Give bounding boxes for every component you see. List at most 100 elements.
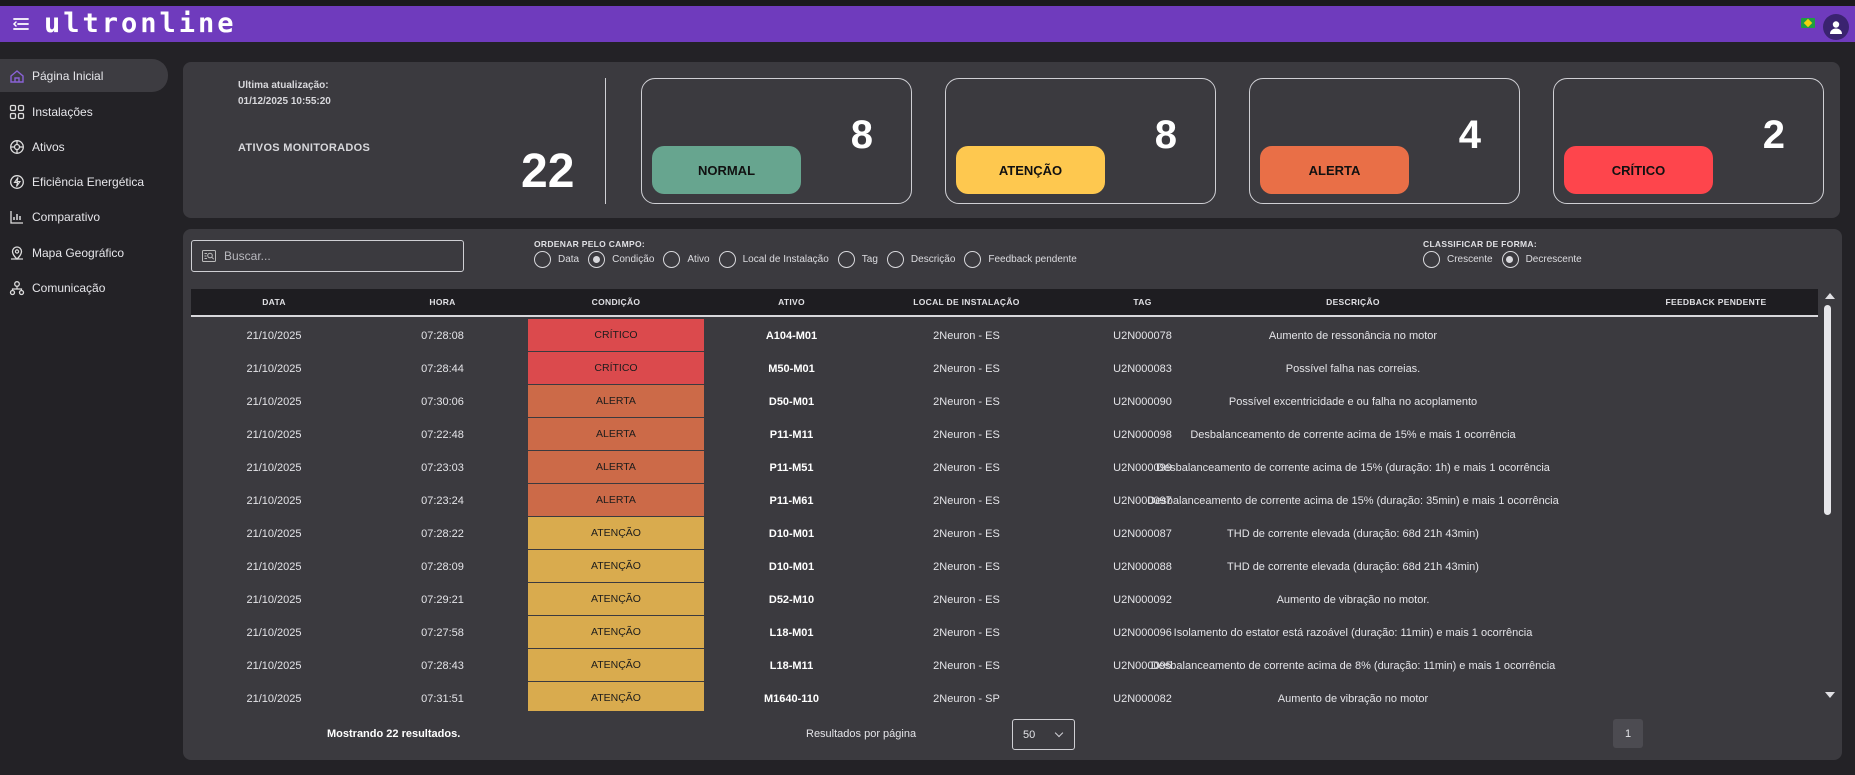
status-pill-normal: NORMAL: [652, 146, 801, 194]
order-radio-feedback[interactable]: Feedback pendente: [964, 251, 1077, 268]
scroll-down-arrow[interactable]: [1825, 692, 1835, 698]
cell-tag: U2N000083: [1113, 362, 1172, 375]
order-radio-tag[interactable]: Tag: [837, 251, 878, 268]
cell-descricao: Aumento de vibração no motor: [1277, 692, 1429, 705]
sidebar-item-eficiencia[interactable]: Eficiência Energética: [0, 165, 168, 198]
select-value: 50: [1023, 728, 1036, 741]
cell-local: 2Neuron - SP: [933, 692, 1000, 705]
column-header-tag[interactable]: TAG: [1133, 297, 1152, 307]
column-header-descricao[interactable]: DESCRIÇÃO: [1326, 297, 1380, 307]
table-row[interactable]: 21/10/2025 07:23:03 ALERTA P11-M51 2Neuron -…: [191, 451, 1818, 484]
cell-data: 21/10/2025: [246, 428, 302, 441]
column-header-hora[interactable]: HORA: [429, 297, 456, 307]
cell-ativo: L18-M11: [769, 659, 814, 672]
order-radio-data[interactable]: Data: [534, 251, 579, 268]
table-row[interactable]: 21/10/2025 07:28:44 CRÍTICO M50-M01 2Neuron …: [191, 352, 1818, 385]
user-avatar-icon[interactable]: [1823, 14, 1849, 40]
cell-condicao: CRÍTICO: [528, 352, 704, 385]
sidebar-item-comunicacao[interactable]: Comunicação: [0, 271, 168, 304]
cell-ativo: D52-M10: [768, 593, 815, 606]
last-update-value: 01/12/2025 10:55:20: [238, 96, 331, 107]
order-radio-condicao[interactable]: Condição: [588, 251, 654, 268]
monitored-assets-label: ATIVOS MONITORADOS: [238, 142, 371, 154]
table-row[interactable]: 21/10/2025 07:31:51 ATENÇÃO M1640-110 2Neuro…: [191, 682, 1818, 711]
search-box[interactable]: [191, 240, 464, 272]
status-card-atencao[interactable]: 8 ATENÇÃO: [945, 78, 1216, 204]
radio-label: Tag: [861, 254, 878, 265]
sort-order-label: CLASSIFICAR DE FORMA:: [1423, 239, 1537, 249]
order-radio-descricao[interactable]: Descrição: [886, 251, 955, 268]
sidebar-item-label: Comunicação: [32, 280, 106, 295]
last-update-label: Ultima atualização:: [238, 80, 329, 91]
pagination-page-button[interactable]: 1: [1613, 719, 1643, 748]
cell-condicao: ALERTA: [528, 418, 704, 451]
cell-tag: U2N000097: [1113, 494, 1172, 507]
status-card-alerta[interactable]: 4 ALERTA: [1249, 78, 1520, 204]
table-row[interactable]: 21/10/2025 07:28:09 ATENÇÃO D10-M01 2Neuron …: [191, 550, 1818, 583]
table-row[interactable]: 21/10/2025 07:28:43 ATENÇÃO L18-M11 2Neuron …: [191, 649, 1818, 682]
table-row[interactable]: 21/10/2025 07:30:06 ALERTA D50-M01 2Neuron -…: [191, 385, 1818, 418]
column-header-feedback[interactable]: FEEDBACK PENDENTE: [1665, 297, 1767, 307]
radio-label: Ativo: [687, 254, 710, 265]
cell-feedback: [1641, 517, 1791, 550]
app-logo[interactable]: ultronline: [44, 8, 237, 39]
status-card-count: 8: [1154, 113, 1177, 157]
results-per-page-select[interactable]: 50: [1012, 719, 1075, 750]
table-row[interactable]: 21/10/2025 07:22:48 ALERTA P11-M11 2Neuron -…: [191, 418, 1818, 451]
table-row[interactable]: 21/10/2025 07:28:22 ATENÇÃO D10-M01 2Neuron …: [191, 517, 1818, 550]
table-row[interactable]: 21/10/2025 07:27:58 ATENÇÃO L18-M01 2Neuron …: [191, 616, 1818, 649]
cell-ativo: M50-M01: [768, 362, 815, 375]
status-card-count: 2: [1762, 113, 1785, 157]
menu-icon[interactable]: [12, 15, 30, 33]
scroll-up-arrow[interactable]: [1825, 293, 1835, 299]
radio-circle: [663, 251, 681, 268]
sidebar-item-mapa[interactable]: Mapa Geográfico: [0, 236, 168, 269]
cell-data: 21/10/2025: [246, 461, 302, 474]
sidebar-item-home[interactable]: Página Inicial: [0, 59, 168, 92]
cell-condicao: CRÍTICO: [528, 319, 704, 352]
cell-tag: U2N000082: [1113, 692, 1172, 705]
sidebar-item-instalacoes[interactable]: Instalações: [0, 95, 168, 128]
radio-label: Decrescente: [1525, 254, 1582, 265]
cell-local: 2Neuron - ES: [933, 593, 1000, 606]
cell-feedback: [1641, 319, 1791, 352]
status-card-critico[interactable]: 2 CRÍTICO: [1553, 78, 1824, 204]
monitored-assets-value: 22: [521, 145, 575, 198]
cell-ativo: D10-M01: [768, 560, 815, 573]
table-row[interactable]: 21/10/2025 07:28:08 CRÍTICO A104-M01 2Neuron…: [191, 319, 1818, 352]
column-header-ativo[interactable]: ATIVO: [778, 297, 805, 307]
column-header-local[interactable]: LOCAL DE INSTALAÇÃO: [913, 297, 1020, 307]
table-row[interactable]: 21/10/2025 07:29:21 ATENÇÃO D52-M10 2Neuron …: [191, 583, 1818, 616]
cell-ativo: P11-M51: [769, 461, 814, 474]
sort-radio-decrescente[interactable]: Decrescente: [1501, 251, 1582, 268]
order-radio-ativo[interactable]: Ativo: [663, 251, 710, 268]
sidebar-item-ativos[interactable]: Ativos: [0, 130, 168, 163]
sidebar-item-label: Mapa Geográfico: [32, 245, 125, 260]
sidebar-item-comparativo[interactable]: Comparativo: [0, 200, 168, 233]
sidebar-item-label: Comparativo: [32, 209, 101, 224]
sidebar-item-label: Instalações: [32, 104, 93, 119]
order-radio-local[interactable]: Local de Instalação: [718, 251, 829, 268]
table-scrollbar-thumb[interactable]: [1824, 305, 1831, 515]
cell-descricao: THD de corrente elevada (duração: 68d 21…: [1227, 527, 1479, 540]
sort-radio-crescente[interactable]: Crescente: [1423, 251, 1493, 268]
sidebar: Página Inicial Instalações Ativos Eficiê…: [0, 42, 175, 775]
map-pin-icon: [8, 244, 26, 262]
column-header-condicao[interactable]: CONDIÇÃO: [591, 297, 641, 307]
table-row[interactable]: 21/10/2025 07:23:24 ALERTA P11-M61 2Neuron -…: [191, 484, 1818, 517]
cell-tag: U2N000088: [1113, 560, 1172, 573]
cell-condicao: ATENÇÃO: [528, 517, 704, 550]
sidebar-item-label: Página Inicial: [32, 68, 104, 83]
radio-circle: [886, 251, 904, 268]
cell-condicao: ALERTA: [528, 385, 704, 418]
search-input[interactable]: [224, 249, 444, 263]
status-card-normal[interactable]: 8 NORMAL: [641, 78, 912, 204]
radio-circle: [1501, 251, 1519, 268]
cell-data: 21/10/2025: [246, 527, 302, 540]
cell-hora: 07:31:51: [421, 692, 464, 705]
column-header-data[interactable]: DATA: [262, 297, 286, 307]
cell-condicao: ALERTA: [528, 451, 704, 484]
brazil-flag-icon[interactable]: [1801, 18, 1815, 28]
cell-local: 2Neuron - ES: [933, 461, 1000, 474]
cell-condicao: ATENÇÃO: [528, 583, 704, 616]
